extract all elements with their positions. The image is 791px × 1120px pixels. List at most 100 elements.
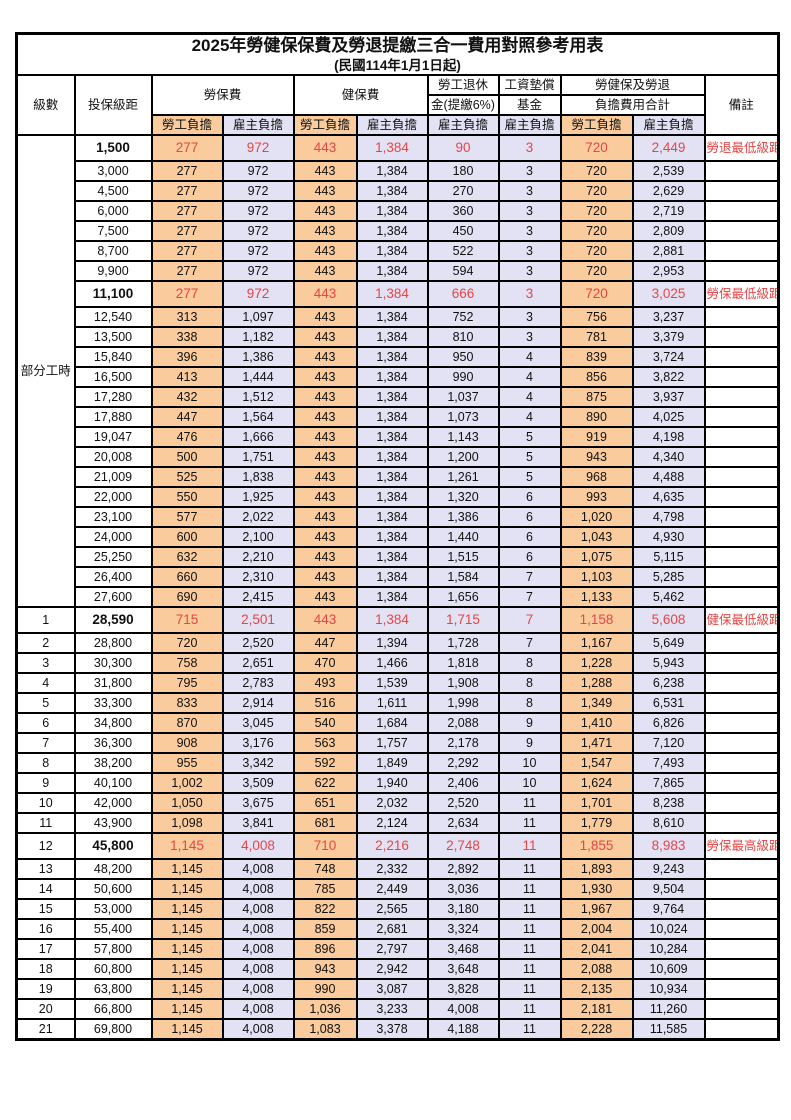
table-row: 13 48,200 1,145 4,008 748 2,332 2,892 11 1,893 9,… <box>15 858 780 881</box>
fee-cell: 1,384 <box>355 506 429 529</box>
fee-cell: 2,634 <box>426 812 500 835</box>
fee-cell: 1,384 <box>355 346 429 369</box>
table-row: 19,047 476 1,666 443 1,384 1,143 5 919 4,198 <box>17 426 780 449</box>
bracket-cell: 57,800 <box>73 938 153 961</box>
fee-cell: 972 <box>221 220 295 243</box>
fee-cell: 432 <box>150 386 224 409</box>
fee-cell: 870 <box>150 712 224 735</box>
fee-cell: 3,036 <box>426 878 500 901</box>
table-row: 11,100 277 972 443 1,384 666 3 720 3,025 勞保最低級距 <box>17 280 780 309</box>
bracket-cell: 23,100 <box>73 506 153 529</box>
remark-cell <box>703 752 780 775</box>
fee-cell: 943 <box>559 446 634 469</box>
table-row: 7,500 277 972 443 1,384 450 3 720 2,809 <box>17 220 780 243</box>
bracket-cell: 17,880 <box>73 406 153 429</box>
fee-cell: 1,384 <box>355 566 429 589</box>
fee-cell: 277 <box>150 200 224 223</box>
fee-cell: 2,520 <box>221 632 295 655</box>
table-row: 14 50,600 1,145 4,008 785 2,449 3,036 11 1,930 9,… <box>15 878 780 901</box>
level-cell: 3 <box>15 652 76 675</box>
remark-cell <box>703 938 780 961</box>
fee-cell: 1,394 <box>355 632 429 655</box>
fee-cell: 594 <box>426 260 500 283</box>
fee-cell: 1,515 <box>426 546 500 569</box>
fee-cell: 443 <box>292 506 358 529</box>
fee-cell: 277 <box>150 134 224 163</box>
fee-cell: 4 <box>497 366 562 389</box>
remark-cell <box>703 772 780 795</box>
fee-cell: 4,008 <box>221 1018 295 1041</box>
fee-cell: 11 <box>497 958 562 981</box>
fee-cell: 443 <box>292 134 358 163</box>
fee-cell: 2,719 <box>631 200 706 223</box>
fee-cell: 2,914 <box>221 692 295 715</box>
fee-cell: 6 <box>497 546 562 569</box>
table-title-cell: 2025年勞健保保費及勞退提繳三合一費用對照參考用表 (民國114年1月1日起) <box>15 32 780 77</box>
remark-cell <box>703 386 780 409</box>
header-total-line2: 負擔費用合計 <box>559 94 706 117</box>
header-row-burden: 勞工負擔 雇主負擔 勞工負擔 雇主負擔 雇主負擔 雇主負擔 勞工負擔 雇主負擔 <box>17 114 779 137</box>
fee-cell: 1,384 <box>355 586 429 609</box>
fee-cell: 2,953 <box>631 260 706 283</box>
fee-cell: 3,468 <box>426 938 500 961</box>
table-row: 15 53,000 1,145 4,008 822 2,565 3,180 11 1,967 9,… <box>15 898 780 921</box>
fee-cell: 1,728 <box>426 632 500 655</box>
fee-cell: 2,797 <box>355 938 429 961</box>
fee-cell: 443 <box>292 566 358 589</box>
fee-cell: 3,176 <box>221 732 295 755</box>
fee-cell: 2,004 <box>559 918 634 941</box>
fee-cell: 1,036 <box>292 998 358 1021</box>
level-cell: 15 <box>15 898 76 921</box>
fee-cell: 710 <box>292 832 358 861</box>
fee-cell: 890 <box>559 406 634 429</box>
fee-cell: 972 <box>221 240 295 263</box>
bracket-cell: 22,000 <box>73 486 153 509</box>
table-row: 13,500 338 1,182 443 1,384 810 3 781 3,379 <box>17 326 780 349</box>
remark-cell <box>703 898 780 921</box>
table-row: 12 45,800 1,145 4,008 710 2,216 2,748 11 1,855 8,… <box>15 832 780 861</box>
fee-cell: 1,158 <box>559 606 634 635</box>
header-remark: 備註 <box>703 74 780 137</box>
bracket-cell: 31,800 <box>73 672 153 695</box>
fee-cell: 10 <box>497 772 562 795</box>
fee-cell: 748 <box>292 858 358 881</box>
fee-cell: 180 <box>426 160 500 183</box>
fee-cell: 1,384 <box>355 546 429 569</box>
fee-cell: 3,648 <box>426 958 500 981</box>
fee-cell: 2,216 <box>355 832 429 861</box>
fee-cell: 9 <box>497 712 562 735</box>
fee-cell: 3,045 <box>221 712 295 735</box>
level-cell: 4 <box>15 672 76 695</box>
level-cell: 1 <box>15 606 76 635</box>
fee-cell: 5 <box>497 426 562 449</box>
fee-cell: 720 <box>559 180 634 203</box>
fee-cell: 1,715 <box>426 606 500 635</box>
header-labor-insurance: 勞保費 <box>150 74 295 117</box>
fee-cell: 3 <box>497 160 562 183</box>
fee-cell: 1,666 <box>221 426 295 449</box>
fee-cell: 720 <box>150 632 224 655</box>
fee-cell: 1,967 <box>559 898 634 921</box>
fee-cell: 1,564 <box>221 406 295 429</box>
fee-cell: 720 <box>559 160 634 183</box>
fee-cell: 1,757 <box>355 732 429 755</box>
fee-cell: 4,635 <box>631 486 706 509</box>
fee-cell: 2,124 <box>355 812 429 835</box>
fee-cell: 360 <box>426 200 500 223</box>
level-cell: 21 <box>15 1018 76 1041</box>
header-pension-employer: 雇主負擔 <box>426 114 500 137</box>
header-hi-employer: 雇主負擔 <box>355 114 429 137</box>
remark-cell <box>703 878 780 901</box>
bracket-cell: 26,400 <box>73 566 153 589</box>
header-total-line1: 勞健保及勞退 <box>559 74 706 97</box>
fee-cell: 277 <box>150 280 224 309</box>
bracket-cell: 40,100 <box>73 772 153 795</box>
bracket-cell: 27,600 <box>73 586 153 609</box>
fee-cell: 3 <box>497 220 562 243</box>
fee-table: 2025年勞健保保費及勞退提繳三合一費用對照參考用表 (民國114年1月1日起)… <box>15 32 781 1042</box>
fee-cell: 1,002 <box>150 772 224 795</box>
fee-cell: 4,008 <box>426 998 500 1021</box>
fee-cell: 7 <box>497 566 562 589</box>
fee-cell: 2,809 <box>631 220 706 243</box>
fee-cell: 6 <box>497 526 562 549</box>
